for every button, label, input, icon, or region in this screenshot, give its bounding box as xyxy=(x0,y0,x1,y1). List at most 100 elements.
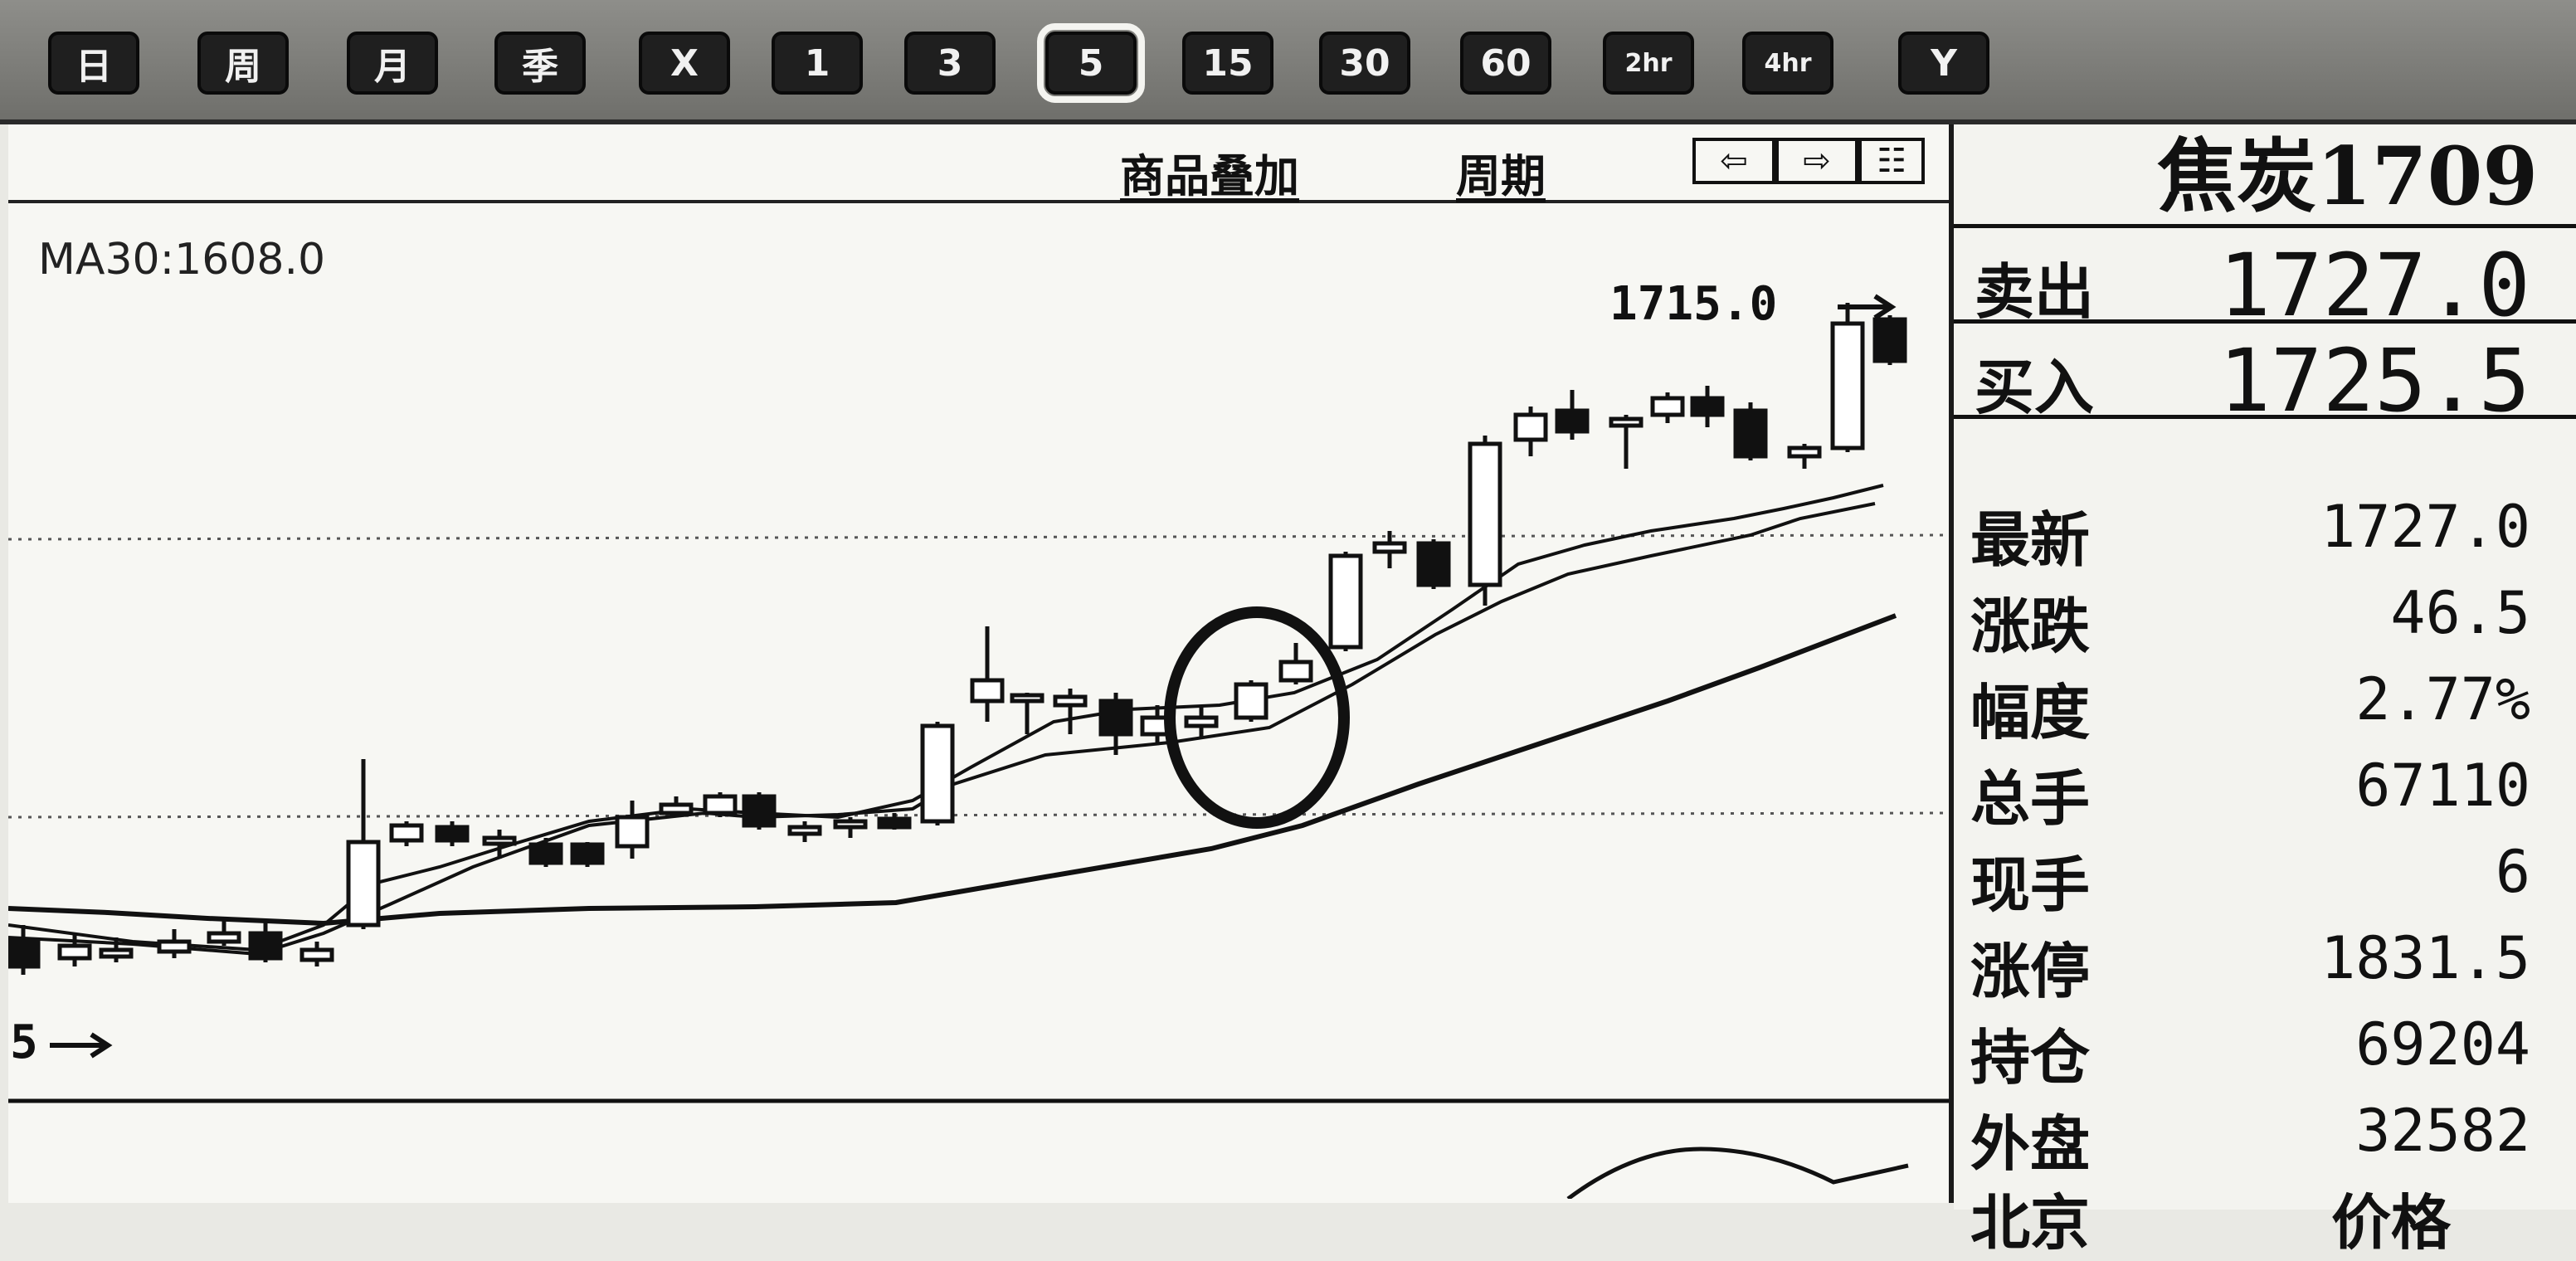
candle xyxy=(346,759,381,929)
bid-row: 买入 1725.5 xyxy=(1954,324,2576,431)
period-week-button[interactable]: 周 xyxy=(197,32,289,95)
candle-body xyxy=(248,931,283,961)
candle-body xyxy=(389,823,424,843)
candle-body xyxy=(1468,441,1502,587)
period-month-button[interactable]: 月 xyxy=(347,32,438,95)
period-toolbar: 日 周 月 季 X 1 3 5 15 30 60 2hr 4hr Y xyxy=(0,0,2576,124)
candle-body xyxy=(1733,408,1768,459)
quote-row-label: 最新 xyxy=(1970,505,2091,575)
candle xyxy=(248,921,283,962)
ask-label: 卖出 xyxy=(1975,257,2095,327)
bid-value: 1725.5 xyxy=(2218,330,2530,431)
candle-body xyxy=(615,815,650,849)
candle xyxy=(1513,407,1548,456)
candle-body xyxy=(299,947,334,962)
candle-body xyxy=(1053,694,1088,708)
quote-row-value: 1831.5 xyxy=(2320,924,2530,992)
period-4hr-button[interactable]: 4hr xyxy=(1742,32,1833,95)
quote-row-label: 持仓 xyxy=(1970,1023,2091,1093)
ma-short-line-2 xyxy=(8,484,1884,952)
candle xyxy=(157,929,192,958)
candle-body xyxy=(1872,317,1907,363)
candle-body xyxy=(1513,412,1548,442)
highlight-circle xyxy=(1164,606,1350,829)
quote-row-label: 外盘 xyxy=(1970,1109,2091,1179)
candle-body xyxy=(1328,553,1363,650)
candle-body xyxy=(1184,715,1219,728)
low-price-label: 5 xyxy=(10,1015,38,1069)
quote-row-label: 总手 xyxy=(1970,764,2091,834)
candle xyxy=(1372,531,1407,568)
candle-body xyxy=(346,840,381,927)
kline-chart-panel: 商品叠加 周期 ⇦ ⇨ ☷ MA30:1608.0 1715.0 5 xyxy=(8,124,1954,1203)
quote-row-value: 46.5 xyxy=(2390,579,2530,647)
candle-body xyxy=(1650,396,1685,417)
quote-row-label: 涨跌 xyxy=(1970,592,2091,661)
low-price-arrow-icon xyxy=(50,1032,113,1059)
period-2hr-button[interactable]: 2hr xyxy=(1603,32,1694,95)
quote-row-volume: 总手 67110 xyxy=(1954,742,2576,834)
period-3min-button[interactable]: 3 xyxy=(904,32,996,95)
candle-body xyxy=(659,802,694,816)
candle xyxy=(1609,415,1643,469)
candle-body xyxy=(1555,408,1590,434)
contract-title: 焦炭1709 xyxy=(1954,124,2576,228)
high-price-label: 1715.0 xyxy=(1609,277,1777,331)
candle-body xyxy=(1098,699,1133,737)
quote-row-last: 最新 1727.0 xyxy=(1954,483,2576,575)
candle-body xyxy=(157,939,192,954)
commodity-overlay-link[interactable]: 商品叠加 xyxy=(1120,150,1299,202)
period-year-button[interactable]: Y xyxy=(1898,32,1989,95)
candle xyxy=(1468,436,1502,606)
candle xyxy=(389,821,424,846)
quote-row-value: 69204 xyxy=(2355,1010,2530,1078)
candle-body xyxy=(528,842,563,865)
candle xyxy=(57,933,92,966)
period-link[interactable]: 周期 xyxy=(1456,150,1546,202)
period-1min-button[interactable]: 1 xyxy=(772,32,863,95)
candle xyxy=(299,942,334,966)
quote-row-value: 1727.0 xyxy=(2320,493,2530,561)
layout-toggle-icon[interactable]: ☷ xyxy=(1858,138,1925,184)
quote-row-percent: 幅度 2.77% xyxy=(1954,655,2576,747)
candle xyxy=(615,801,650,859)
candle xyxy=(1328,552,1363,651)
candle xyxy=(1787,444,1822,469)
candle xyxy=(435,821,470,846)
scroll-right-icon[interactable]: ⇨ xyxy=(1775,138,1858,184)
candle xyxy=(742,792,777,830)
ask-row: 卖出 1727.0 xyxy=(1954,228,2576,336)
period-day-button[interactable]: 日 xyxy=(48,32,139,95)
candle-body xyxy=(1609,416,1643,428)
candle xyxy=(970,626,1005,722)
period-30min-button[interactable]: 30 xyxy=(1319,32,1410,95)
period-60min-button[interactable]: 60 xyxy=(1460,32,1551,95)
period-5min-button[interactable]: 5 xyxy=(1037,23,1145,103)
chart-header: 商品叠加 周期 ⇦ ⇨ ☷ xyxy=(8,124,1949,203)
period-quarter-button[interactable]: 季 xyxy=(494,32,586,95)
candle xyxy=(528,838,563,867)
candle xyxy=(1278,643,1313,684)
quote-row-value: 2.77% xyxy=(2355,665,2530,733)
ask-value: 1727.0 xyxy=(2218,235,2530,336)
candle xyxy=(1555,390,1590,440)
quote-panel: 焦炭1709 卖出 1727.0 买入 1725.5 最新 1727.0 涨跌 … xyxy=(1954,124,2576,1258)
scroll-left-icon[interactable]: ⇦ xyxy=(1692,138,1775,184)
candle-body xyxy=(1372,541,1407,554)
period-15min-button[interactable]: 15 xyxy=(1182,32,1273,95)
bid-label: 买入 xyxy=(1975,353,2095,422)
candle xyxy=(659,796,694,817)
candle-body xyxy=(833,819,868,830)
quote-row-value: 32582 xyxy=(2355,1097,2530,1165)
candle-body xyxy=(703,794,738,816)
grid-line-lower xyxy=(8,811,1949,819)
candle xyxy=(1650,392,1685,423)
candle xyxy=(833,817,868,838)
quote-row-open-interest: 持仓 69204 xyxy=(1954,1001,2576,1093)
candle xyxy=(1872,315,1907,365)
period-x-button[interactable]: X xyxy=(639,32,730,95)
candle xyxy=(207,917,241,946)
candle-body xyxy=(8,937,41,969)
quote-row-value: 67110 xyxy=(2355,752,2530,820)
high-price-arrow-icon xyxy=(1838,294,1897,320)
